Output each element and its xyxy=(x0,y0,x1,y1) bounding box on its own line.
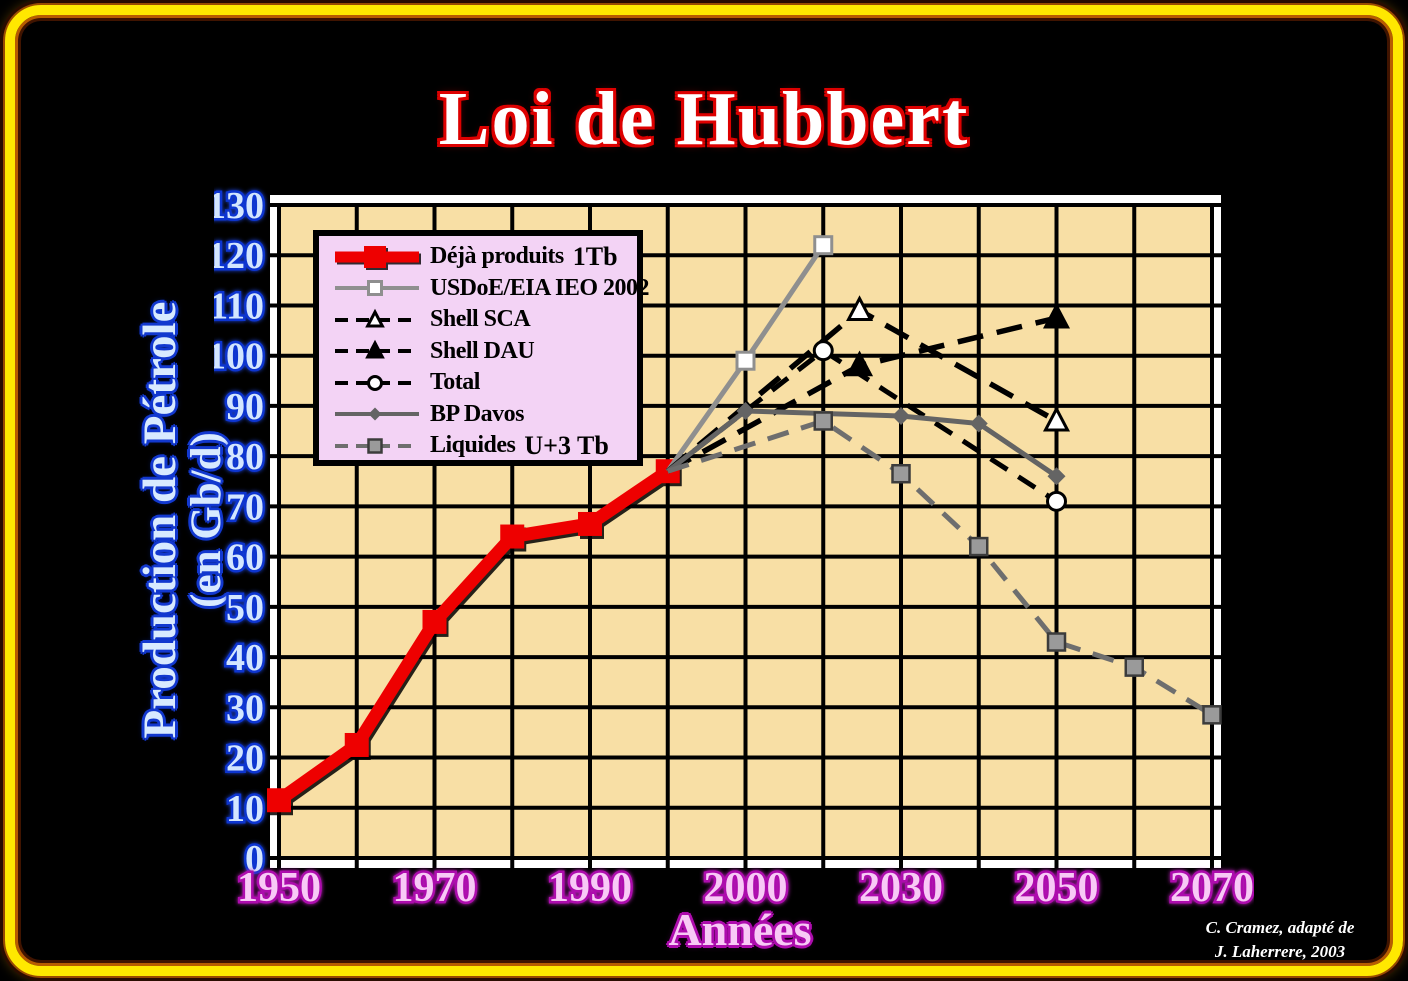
series-marker-diamond xyxy=(736,401,755,420)
attribution: C. Cramez, adapté de J. Laherrere, 2003 xyxy=(1200,916,1360,964)
plot-outer-border xyxy=(263,188,1228,875)
x-tick-label: 2030 xyxy=(859,865,943,911)
series-marker-square-gray xyxy=(813,411,833,431)
series-marker-square xyxy=(267,788,291,813)
legend-item: USDoE/EIA IEO 2002 xyxy=(331,273,650,305)
series-marker-square-gray xyxy=(367,438,383,454)
x-axis-title: Années xyxy=(668,904,812,955)
series-marker-square-gray xyxy=(1202,705,1222,725)
x-tick-label: 2000 xyxy=(704,865,788,911)
y-tick-label: 80 xyxy=(226,436,264,478)
y-tick-label: 30 xyxy=(226,687,264,729)
series-marker-triangle xyxy=(1042,302,1071,329)
series-marker-square-open xyxy=(813,235,834,256)
y-tick-label: 90 xyxy=(226,386,264,428)
legend-item-label: Déjà produits xyxy=(430,243,564,270)
legend-item-label: Total xyxy=(430,369,480,396)
legend-item-label: Shell SCA xyxy=(430,306,531,333)
series-marker-triangle xyxy=(365,340,385,359)
series-marker-square-open xyxy=(367,280,383,297)
legend-item-label: Shell DAU xyxy=(430,337,535,364)
y-tick-label: 130 xyxy=(214,185,264,227)
series-marker-square-gray xyxy=(969,536,989,557)
chart-legend: Déjà produits 1Tb USDoE/EIA IEO 2002 Shell … xyxy=(313,230,650,466)
series-marker-diamond xyxy=(1047,467,1066,486)
legend-item-label: BP Davos xyxy=(430,400,525,427)
y-tick-label: 110 xyxy=(214,285,264,327)
legend-line-icon xyxy=(335,374,419,391)
series-marker-diamond xyxy=(368,407,382,421)
series-line xyxy=(666,347,1058,504)
legend-item-annotation: U+3 Tb xyxy=(524,430,609,460)
x-tick-label: 1970 xyxy=(393,865,477,911)
y-tick-label: 70 xyxy=(226,486,264,528)
series-marker-square xyxy=(422,609,447,634)
y-tick-label: 10 xyxy=(226,788,264,830)
y-tick-label: 0 xyxy=(245,838,264,880)
series-marker-square xyxy=(578,511,602,536)
y-tick-label: 60 xyxy=(226,537,264,579)
x-tick-label: 2050 xyxy=(1015,865,1099,911)
y-axis-title-line1: Production de Pétrole xyxy=(134,301,187,739)
series-line xyxy=(275,465,672,806)
series-marker-circle-open xyxy=(367,374,383,391)
series-marker-triangle-open xyxy=(846,295,874,321)
y-tick-label: 100 xyxy=(214,336,264,378)
legend-item: Déjà produits 1Tb xyxy=(331,241,637,273)
x-tick-label: 1950 xyxy=(237,865,321,911)
series-total xyxy=(666,340,1067,512)
legend-line-icon xyxy=(335,280,419,297)
series-marker-square-open xyxy=(735,350,756,371)
legend-line-icon xyxy=(335,308,419,328)
legend-item: Liquides U+3 Tb xyxy=(331,430,637,462)
legend-item-annotation: 1Tb xyxy=(572,241,618,271)
series-marker-square-gray xyxy=(891,463,911,484)
y-tick-label: 40 xyxy=(226,637,264,679)
legend-item: BP Davos xyxy=(331,399,637,431)
series-marker-triangle-open xyxy=(1042,405,1071,432)
legend-item-label: USDoE/EIA IEO 2002 xyxy=(430,274,650,301)
legend-item-label: Liquides xyxy=(430,432,516,459)
page-title: Loi de Hubbert xyxy=(438,77,970,161)
series-marker-circle-open xyxy=(812,340,834,362)
series-marker-square xyxy=(344,732,369,757)
attribution-line1: C. Cramez, adapté de xyxy=(1205,918,1355,937)
y-tick-label: 50 xyxy=(226,587,264,629)
series-marker-square-gray xyxy=(1124,657,1144,677)
legend-line-icon xyxy=(335,407,419,421)
legend-item: Shell DAU xyxy=(331,336,637,368)
attribution-line2: J. Laherrere, 2003 xyxy=(1214,941,1346,961)
y-tick-label: 20 xyxy=(226,738,264,780)
series-marker-circle-open xyxy=(1046,490,1067,512)
x-tick-label: 2070 xyxy=(1170,865,1254,911)
series-marker-square-gray xyxy=(1046,632,1067,652)
legend-line-icon xyxy=(335,438,419,454)
series-shell-sca xyxy=(665,295,1071,474)
series-marker-triangle-open xyxy=(365,308,385,328)
legend-line-icon xyxy=(335,245,419,268)
series-bp-davos xyxy=(666,401,1066,486)
series-marker-square xyxy=(500,524,525,549)
x-tick-label: 1990 xyxy=(548,865,632,911)
y-tick-label: 120 xyxy=(214,235,264,277)
series-marker-square xyxy=(364,245,386,268)
series-usdoe-eia-ieo-2002 xyxy=(665,235,834,473)
legend-item: Shell SCA xyxy=(331,304,637,336)
series-marker-diamond xyxy=(969,414,988,433)
legend-line-icon xyxy=(335,340,419,359)
series-marker-diamond xyxy=(892,406,910,425)
legend-item: Total xyxy=(331,367,637,399)
series-liquides xyxy=(666,411,1222,725)
